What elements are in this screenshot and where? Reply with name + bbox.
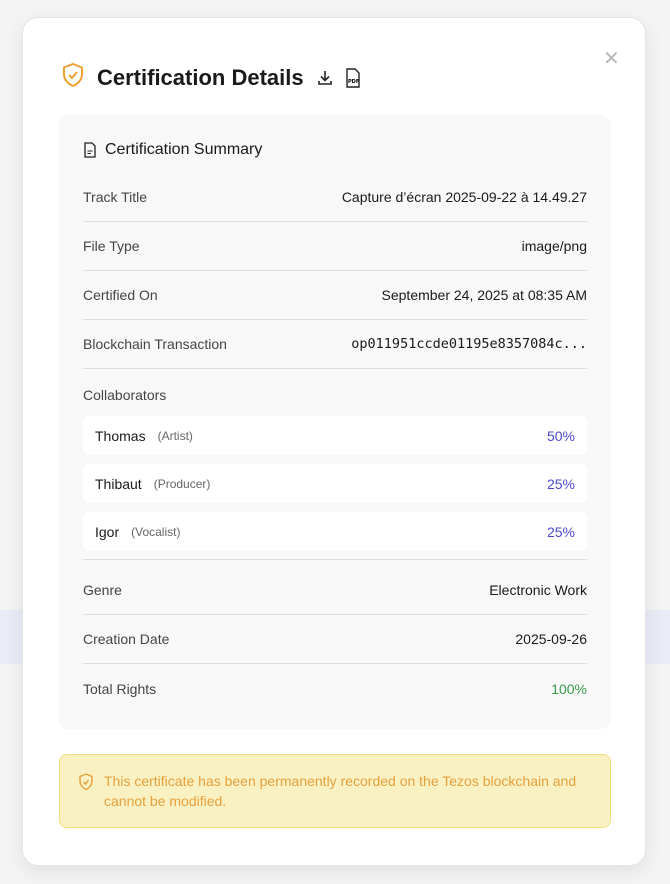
row-track-title: Track Title Capture d’écran 2025-09-22 à … xyxy=(83,173,587,222)
modal-header: Certification Details PDF xyxy=(61,62,370,93)
summary-heading: Certification Summary xyxy=(83,141,262,159)
shield-check-icon xyxy=(61,62,85,93)
row-blockchain-transaction: Blockchain Transaction op011951ccde01195e… xyxy=(83,320,587,369)
collaborator-card: Thibaut (Producer) 25% xyxy=(83,464,587,503)
certification-summary: Certification Summary Track Title Capture… xyxy=(59,115,611,729)
row-creation-date: Creation Date 2025-09-26 xyxy=(83,615,587,664)
divider xyxy=(83,559,587,560)
row-file-type: File Type image/png xyxy=(83,222,587,271)
collaborator-card: Igor (Vocalist) 25% xyxy=(83,512,587,551)
document-icon xyxy=(84,142,96,158)
blockchain-notice: This certificate has been permanently re… xyxy=(59,754,611,828)
modal-title: Certification Details xyxy=(97,64,304,90)
download-icon[interactable] xyxy=(314,67,336,89)
certification-modal: ✕ Certification Details PDF Certificatio… xyxy=(22,17,646,866)
close-icon[interactable]: ✕ xyxy=(603,48,620,70)
row-total-rights: Total Rights 100% xyxy=(83,680,587,697)
collaborator-card: Thomas (Artist) 50% xyxy=(83,416,587,455)
shield-check-icon xyxy=(79,773,93,791)
row-certified-on: Certified On September 24, 2025 at 08:35 … xyxy=(83,271,587,320)
svg-text:PDF: PDF xyxy=(348,79,359,85)
pdf-icon[interactable]: PDF xyxy=(342,67,364,89)
row-genre: Genre Electronic Work xyxy=(83,566,587,615)
collaborators-label: Collaborators xyxy=(83,387,167,403)
